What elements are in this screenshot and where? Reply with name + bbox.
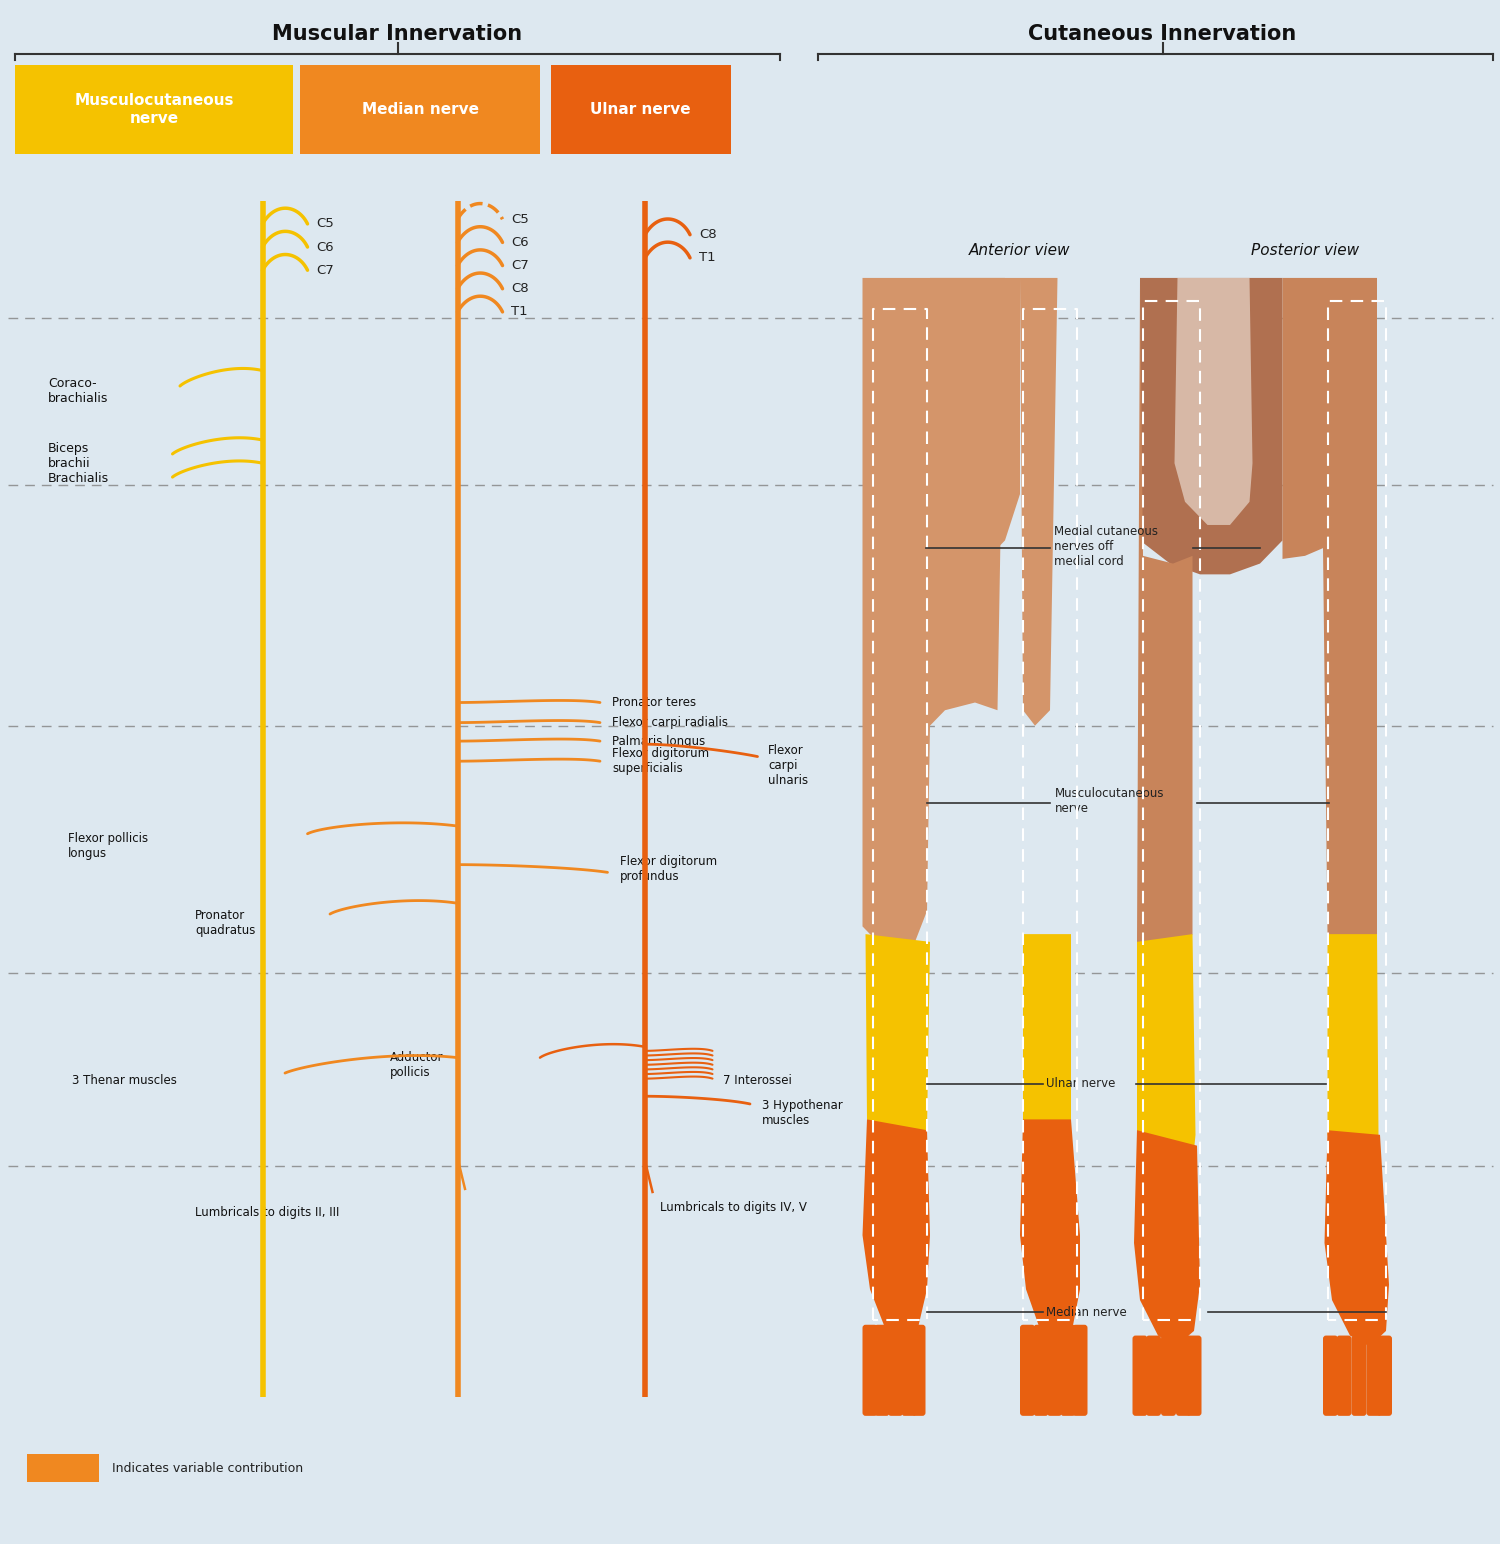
Text: Lumbricals to digits IV, V: Lumbricals to digits IV, V bbox=[660, 1201, 807, 1214]
Text: Palmaris longus: Palmaris longus bbox=[612, 735, 705, 747]
Polygon shape bbox=[930, 278, 1020, 556]
FancyBboxPatch shape bbox=[1146, 1336, 1161, 1416]
FancyBboxPatch shape bbox=[1323, 1336, 1338, 1416]
FancyBboxPatch shape bbox=[300, 65, 540, 154]
Text: Musculocutaneous
nerve: Musculocutaneous nerve bbox=[75, 94, 234, 125]
Polygon shape bbox=[1020, 278, 1058, 726]
Text: Ulnar nerve: Ulnar nerve bbox=[1046, 1078, 1114, 1090]
Text: Medial cutaneous
nerves off
medial cord: Medial cutaneous nerves off medial cord bbox=[1054, 525, 1158, 568]
Text: Flexor digitorum
superficialis: Flexor digitorum superficialis bbox=[612, 747, 710, 775]
FancyBboxPatch shape bbox=[912, 1325, 926, 1416]
Polygon shape bbox=[862, 278, 1005, 950]
FancyBboxPatch shape bbox=[1020, 1325, 1035, 1416]
Polygon shape bbox=[1134, 1130, 1200, 1346]
Polygon shape bbox=[865, 934, 930, 1146]
FancyBboxPatch shape bbox=[1072, 1325, 1088, 1416]
FancyBboxPatch shape bbox=[1336, 1336, 1352, 1416]
Text: C8: C8 bbox=[699, 229, 717, 241]
Text: Flexor carpi radialis: Flexor carpi radialis bbox=[612, 716, 728, 729]
Text: Pronator
quadratus: Pronator quadratus bbox=[195, 909, 255, 937]
Text: Median nerve: Median nerve bbox=[362, 102, 478, 117]
FancyBboxPatch shape bbox=[1132, 1336, 1148, 1416]
FancyBboxPatch shape bbox=[1176, 1336, 1191, 1416]
Text: T1: T1 bbox=[512, 306, 528, 318]
Text: Flexor digitorum
profundus: Flexor digitorum profundus bbox=[620, 855, 717, 883]
FancyBboxPatch shape bbox=[550, 65, 730, 154]
FancyBboxPatch shape bbox=[1060, 1325, 1076, 1416]
FancyBboxPatch shape bbox=[1366, 1336, 1382, 1416]
Text: 3 Hypothenar
muscles: 3 Hypothenar muscles bbox=[762, 1099, 843, 1127]
Polygon shape bbox=[1140, 278, 1282, 574]
Text: Cutaneous Innervation: Cutaneous Innervation bbox=[1029, 25, 1296, 43]
Text: Musculocutaneous
nerve: Musculocutaneous nerve bbox=[1054, 787, 1164, 815]
Text: Biceps
brachii
Brachialis: Biceps brachii Brachialis bbox=[48, 442, 110, 485]
Polygon shape bbox=[862, 1119, 930, 1343]
Text: Muscular Innervation: Muscular Innervation bbox=[273, 25, 522, 43]
FancyBboxPatch shape bbox=[874, 1325, 890, 1416]
FancyBboxPatch shape bbox=[862, 1325, 877, 1416]
Text: Flexor pollicis
longus: Flexor pollicis longus bbox=[68, 832, 147, 860]
Text: Flexor
carpi
ulnaris: Flexor carpi ulnaris bbox=[768, 744, 808, 787]
Text: C6: C6 bbox=[512, 236, 530, 249]
Text: C5: C5 bbox=[316, 218, 334, 230]
Text: Median nerve: Median nerve bbox=[1046, 1306, 1126, 1319]
Text: 3 Thenar muscles: 3 Thenar muscles bbox=[72, 1075, 177, 1087]
Polygon shape bbox=[1023, 934, 1071, 1150]
Polygon shape bbox=[1328, 934, 1378, 1166]
Text: Ulnar nerve: Ulnar nerve bbox=[590, 102, 692, 117]
Text: Coraco-
brachialis: Coraco- brachialis bbox=[48, 377, 108, 405]
FancyBboxPatch shape bbox=[27, 1454, 99, 1482]
Text: Posterior view: Posterior view bbox=[1251, 242, 1359, 258]
Polygon shape bbox=[1137, 934, 1196, 1161]
Polygon shape bbox=[1282, 278, 1377, 960]
FancyBboxPatch shape bbox=[1161, 1336, 1176, 1416]
FancyBboxPatch shape bbox=[902, 1325, 916, 1416]
Polygon shape bbox=[1020, 1119, 1080, 1343]
FancyBboxPatch shape bbox=[15, 65, 292, 154]
Text: C5: C5 bbox=[512, 213, 530, 225]
Text: 7 Interossei: 7 Interossei bbox=[723, 1075, 792, 1087]
FancyBboxPatch shape bbox=[1352, 1336, 1366, 1416]
Text: Indicates variable contribution: Indicates variable contribution bbox=[112, 1462, 303, 1475]
Text: C7: C7 bbox=[316, 264, 334, 276]
Text: C6: C6 bbox=[316, 241, 334, 253]
FancyBboxPatch shape bbox=[1186, 1336, 1202, 1416]
Text: Pronator teres: Pronator teres bbox=[612, 696, 696, 709]
Text: C8: C8 bbox=[512, 283, 530, 295]
FancyBboxPatch shape bbox=[1034, 1325, 1048, 1416]
Polygon shape bbox=[1324, 1130, 1389, 1346]
Text: Lumbricals to digits II, III: Lumbricals to digits II, III bbox=[195, 1206, 339, 1218]
Polygon shape bbox=[1137, 278, 1192, 965]
Text: T1: T1 bbox=[699, 252, 715, 264]
FancyBboxPatch shape bbox=[888, 1325, 903, 1416]
FancyBboxPatch shape bbox=[1047, 1325, 1062, 1416]
FancyBboxPatch shape bbox=[1377, 1336, 1392, 1416]
Text: Adductor
pollicis: Adductor pollicis bbox=[390, 1051, 444, 1079]
Text: C7: C7 bbox=[512, 259, 530, 272]
Text: Anterior view: Anterior view bbox=[969, 242, 1071, 258]
Polygon shape bbox=[1174, 278, 1252, 525]
